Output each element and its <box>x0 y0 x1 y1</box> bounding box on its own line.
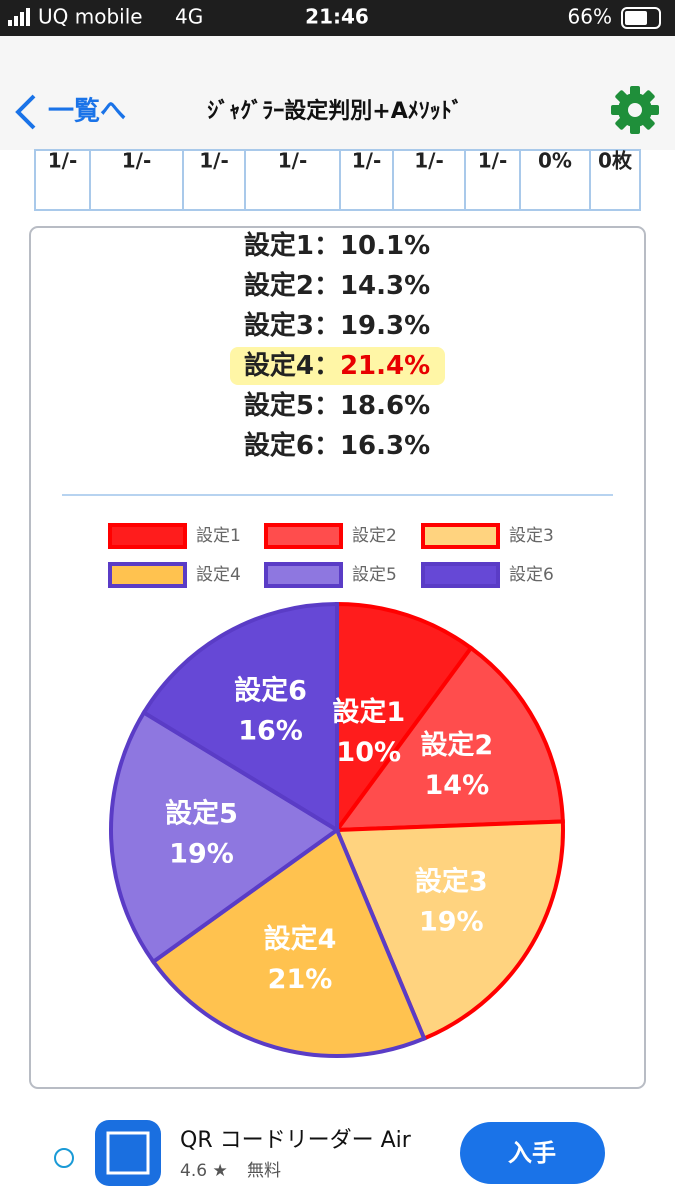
get-button-label[interactable]: 入手 <box>508 1139 556 1167</box>
result-row: 設定1：10.1% <box>244 230 430 261</box>
table-cell: 1/- <box>278 149 308 173</box>
battery-icon <box>621 7 661 29</box>
legend-label: 設定1 <box>196 526 241 546</box>
legend-label: 設定5 <box>352 565 397 585</box>
results: 設定1：10.1%設定2：14.3%設定3：19.3%設定4：21.4%設定5：… <box>230 230 445 461</box>
legend-swatch <box>421 562 500 588</box>
legend-label: 設定3 <box>509 526 554 546</box>
slice-name: 設定5 <box>165 798 238 830</box>
probability: 21.4% <box>340 351 430 381</box>
setting-name: 設定6 <box>244 430 314 461</box>
slice-name: 設定1 <box>332 696 405 728</box>
pie-slice <box>141 601 339 834</box>
status-bar <box>0 0 675 36</box>
pie-slice <box>332 645 565 833</box>
setting-name: 設定4 <box>244 350 314 381</box>
pie-slice <box>109 709 341 965</box>
app-price: 無料 <box>247 1161 281 1181</box>
legend-swatch <box>264 523 343 549</box>
legend-swatch <box>421 523 500 549</box>
slice-name: 設定3 <box>415 866 488 898</box>
setting-name: 設定1 <box>244 230 314 261</box>
legend-swatch <box>108 562 187 588</box>
table-cell: 1/- <box>48 149 78 173</box>
carrier: UQ mobile <box>38 5 143 29</box>
network: 4G <box>175 5 203 29</box>
app-rating: 4.6 ★ <box>180 1161 228 1181</box>
probability: 16.3% <box>340 431 430 461</box>
signal-icon <box>8 8 30 26</box>
app-icon <box>95 1120 161 1186</box>
back-button[interactable]: 一覧へ <box>48 97 126 127</box>
table-cell: 0枚 <box>598 149 633 173</box>
get-button[interactable] <box>460 1122 605 1184</box>
slice-name: 設定6 <box>234 674 307 706</box>
ad-info-icon[interactable] <box>54 1148 74 1168</box>
pie-slice <box>334 819 565 1042</box>
setting-name: 設定3 <box>244 310 314 341</box>
data-table: 1/- 1/- 1/- 1/- 1/- 1/- 1/- 0% 0枚 <box>34 149 641 211</box>
table-row <box>34 149 641 211</box>
slice-percent: 16% <box>238 715 303 746</box>
pie-slice <box>335 601 474 837</box>
probability: 14.3% <box>340 271 430 301</box>
table-cell: 0% <box>538 149 572 173</box>
setting-name: 設定5 <box>244 390 314 421</box>
separator: ： <box>314 351 340 381</box>
legend-swatch <box>108 523 187 549</box>
back-chevron[interactable] <box>15 94 36 130</box>
app-name: QR コードリーダー Air <box>180 1128 412 1153</box>
highlight <box>230 347 445 385</box>
separator: ： <box>314 391 340 421</box>
separator: ： <box>314 311 340 341</box>
battery-text: 66% <box>568 5 612 29</box>
slice-percent: 19% <box>169 839 234 870</box>
legend-swatch <box>264 562 343 588</box>
slice-name: 設定2 <box>420 729 493 761</box>
legend-label: 設定2 <box>352 526 397 546</box>
table-cell: 1/- <box>414 149 444 173</box>
legend-label: 設定4 <box>196 565 241 585</box>
time: 21:46 <box>305 5 369 29</box>
setting-name: 設定2 <box>244 270 314 301</box>
table-cell: 1/- <box>352 149 382 173</box>
result-row: 設定3：19.3% <box>244 310 430 341</box>
settings-gear[interactable] <box>611 86 659 134</box>
probability: 10.1% <box>340 231 430 261</box>
probability: 19.3% <box>340 311 430 341</box>
table-cell: 1/- <box>122 149 152 173</box>
pie-slice <box>150 826 427 1058</box>
result-row: 設定6：16.3% <box>244 430 430 461</box>
nav-title: ｼﾞｬｸﾞﾗｰ設定判別+Aﾒｿｯﾄﾞ <box>207 98 462 124</box>
separator: ： <box>314 271 340 301</box>
probability: 18.6% <box>340 391 430 421</box>
slice-name: 設定4 <box>264 923 337 955</box>
battery-level <box>625 11 647 25</box>
separator: ： <box>314 231 340 261</box>
pie-chart: 設定1 設定2 設定3 設定4 設定5 設定6 設定1 10% 設定2 14% 設定3 19% 設定4 2… <box>108 523 565 1058</box>
table-cell: 1/- <box>478 149 508 173</box>
legend-label: 設定6 <box>509 565 554 585</box>
table-cell: 1/- <box>199 149 229 173</box>
result-row: 設定2：14.3% <box>244 270 430 301</box>
nav-bar <box>0 36 675 150</box>
slice-percent: 19% <box>419 907 484 938</box>
app-icon-qr <box>106 1131 150 1175</box>
slice-percent: 21% <box>268 964 333 995</box>
slice-percent: 14% <box>425 770 490 801</box>
result-row: 設定5：18.6% <box>244 390 430 421</box>
separator: ： <box>314 431 340 461</box>
result-row: 設定4：21.4% <box>244 350 430 381</box>
slice-percent: 10% <box>336 737 401 768</box>
